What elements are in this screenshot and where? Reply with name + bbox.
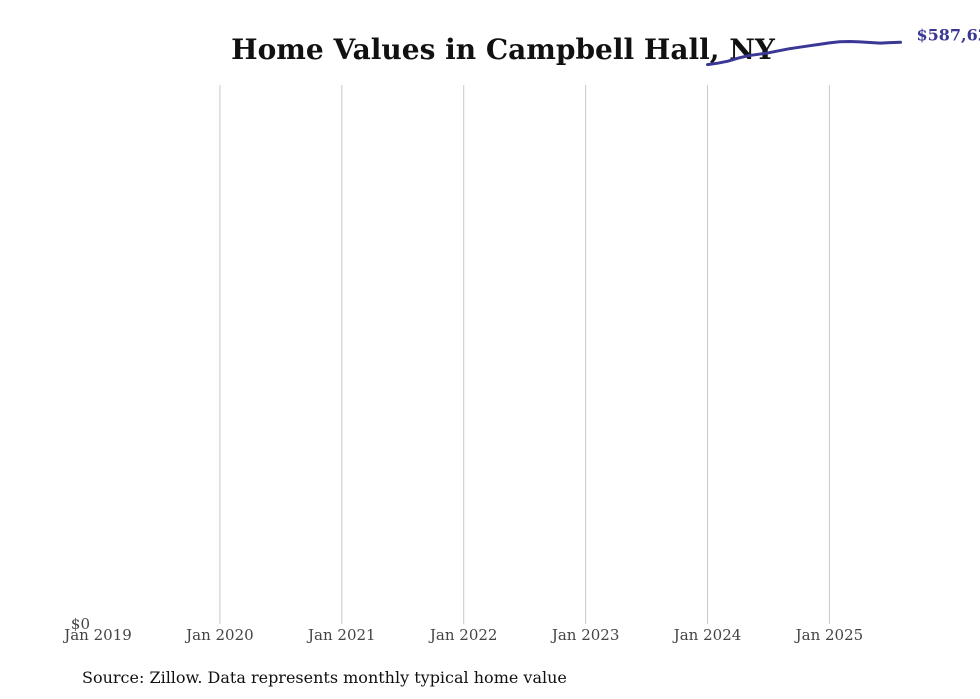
data-point xyxy=(828,42,830,44)
data-point xyxy=(869,41,871,43)
data-point xyxy=(717,62,719,64)
data-point xyxy=(727,60,729,62)
data-point xyxy=(889,42,891,44)
x-tick-label: Jan 2020 xyxy=(184,626,254,644)
data-point xyxy=(798,46,800,48)
data-point xyxy=(757,53,759,55)
x-tick-label: Jan 2023 xyxy=(550,626,620,644)
data-point xyxy=(707,64,708,66)
x-tick-label: Jan 2021 xyxy=(306,626,376,644)
data-point xyxy=(818,43,820,45)
data-point xyxy=(778,50,780,52)
data-point xyxy=(839,41,841,43)
x-tick-label: Jan 2022 xyxy=(428,626,498,644)
data-point xyxy=(849,40,851,42)
x-tick-label: Jan 2019 xyxy=(62,626,132,644)
series-line xyxy=(706,40,902,67)
x-tick-label: Jan 2024 xyxy=(672,626,742,644)
data-point xyxy=(879,42,881,44)
data-point xyxy=(788,48,790,50)
data-point xyxy=(900,41,902,43)
data-point xyxy=(859,41,861,43)
data-point xyxy=(747,55,749,57)
source-note: Source: Zillow. Data represents monthly … xyxy=(82,668,567,687)
data-points xyxy=(707,40,902,66)
x-tick-label: Jan 2025 xyxy=(794,626,864,644)
grid-lines xyxy=(219,85,830,624)
end-value-label: $587,620 xyxy=(917,25,980,44)
chart-title: Home Values in Campbell Hall, NY xyxy=(231,33,776,66)
x-axis-ticks: Jan 2019 Jan 2020 Jan 2021 Jan 2022 Jan 2023… xyxy=(62,626,863,644)
y-tick-label: $0 xyxy=(71,615,90,633)
data-point xyxy=(767,52,769,54)
data-point xyxy=(737,57,739,59)
data-point xyxy=(808,45,810,47)
